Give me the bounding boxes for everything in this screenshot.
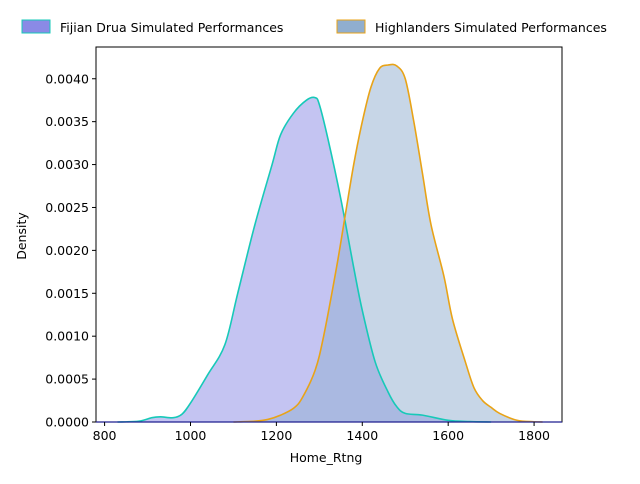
y-tick-label: 0.0035 [45,114,89,129]
legend-item-2: Highlanders Simulated Performances [336,19,607,35]
ticks: 800 1000 1200 1400 1600 1800 0.0000 0.0005 0.001… [45,71,550,443]
legend: Fijian Drua Simulated Performances Highla… [21,19,607,35]
y-tick-label: 0.0000 [45,415,89,430]
density-area-series-1 [117,97,492,422]
y-tick-label: 0.0030 [45,157,89,172]
y-tick-label: 0.0010 [45,329,89,344]
y-tick-label: 0.0005 [45,372,89,387]
legend-swatch [21,19,51,34]
density-lines [117,63,543,423]
y-tick-label: 0.0040 [45,71,89,86]
x-tick-label: 1000 [175,428,207,443]
y-tick-label: 0.0015 [45,286,89,301]
density-areas [117,64,543,423]
axes [95,46,563,423]
x-axis-label: Home_Rtng [290,450,363,465]
y-tick-label: 0.0025 [45,200,89,215]
legend-label: Fijian Drua Simulated Performances [60,20,283,35]
x-tick-label: 1600 [432,428,464,443]
x-tick-label: 800 [93,428,117,443]
x-tick-label: 1200 [260,428,292,443]
density-line-series-2 [233,63,543,423]
x-tick-label: 1800 [518,428,550,443]
y-tick-label: 0.0020 [45,243,89,258]
density-area-series-2 [233,64,543,423]
y-axis-label: Density [14,212,29,260]
density-line-series-1 [117,96,492,423]
legend-label: Highlanders Simulated Performances [375,20,607,35]
x-tick-label: 1400 [346,428,378,443]
legend-item-1: Fijian Drua Simulated Performances [21,19,283,35]
legend-swatch [336,19,366,34]
